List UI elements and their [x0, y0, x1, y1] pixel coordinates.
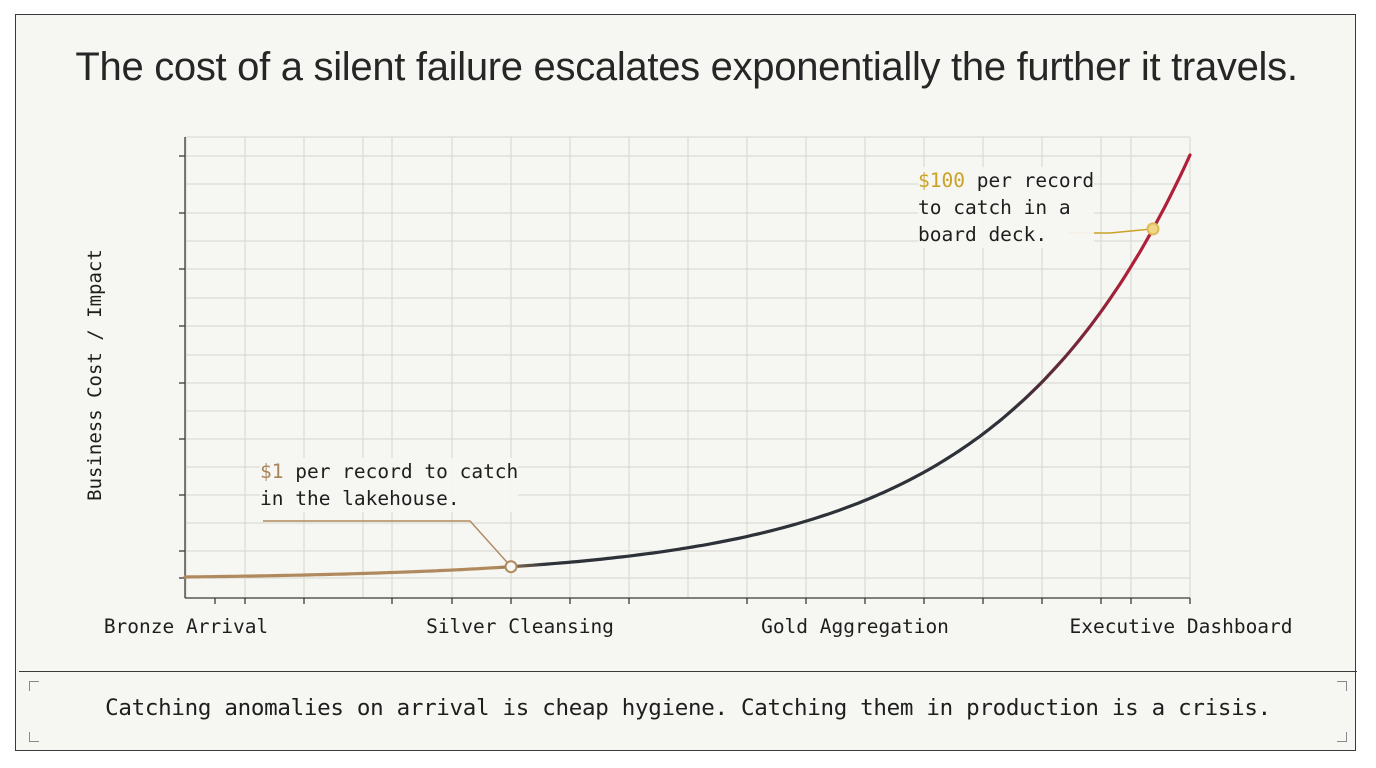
corner-mark [29, 732, 39, 742]
annotation-low-leader [263, 520, 512, 568]
footer-callout: Catching anomalies on arrival is cheap h… [19, 671, 1357, 751]
annotation-low-line1: per record to catch [283, 460, 519, 483]
marker-high-cost [1146, 222, 1160, 236]
corner-mark [1337, 732, 1347, 742]
y-axis-label: Business Cost / Impact [84, 249, 106, 501]
annotation-high-cost: $100 per record to catch in a board deck… [918, 167, 1095, 248]
annotation-low-cost: $1 per record to catch in the lakehouse. [260, 458, 519, 512]
corner-mark [1337, 681, 1347, 691]
x-tick-label: Silver Cleansing [426, 615, 614, 638]
footer-text: Catching anomalies on arrival is cheap h… [105, 695, 1271, 721]
corner-mark [29, 681, 39, 691]
annotation-high-line1: per record [964, 169, 1095, 192]
marker-low-cost [504, 560, 518, 574]
annotation-low-highlight: $1 [260, 460, 284, 483]
annotation-high-highlight: $100 [918, 169, 965, 192]
annotation-high-line2: to catch in a [918, 196, 1071, 219]
x-tick-label: Bronze Arrival [104, 615, 268, 638]
annotation-high-line3: board deck. [918, 223, 1048, 246]
cost-curve [183, 153, 1192, 579]
annotation-low-line2: in the lakehouse. [260, 487, 460, 510]
chart-title: The cost of a silent failure escalates e… [75, 45, 1298, 89]
x-tick-label: Executive Dashboard [1069, 615, 1292, 638]
x-tick-label: Gold Aggregation [761, 615, 949, 638]
